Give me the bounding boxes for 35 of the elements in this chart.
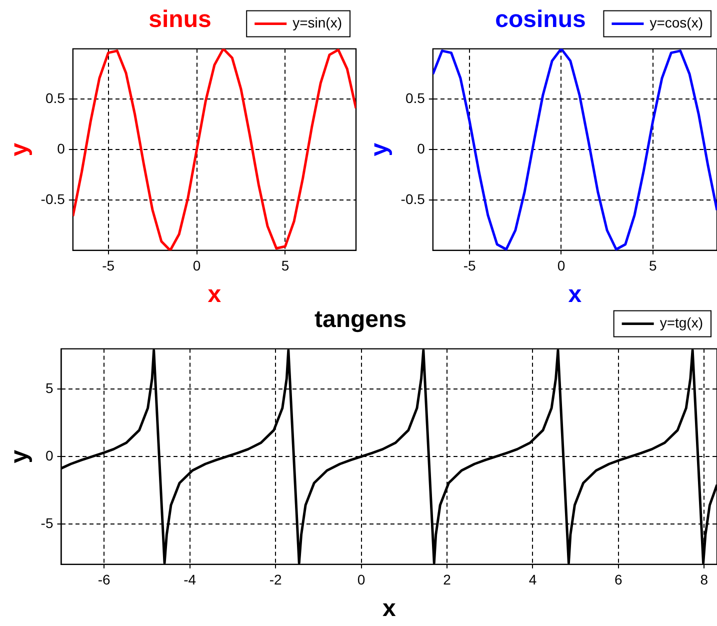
x-tick-label: -5 <box>102 258 115 274</box>
legend-label: y=cos(x) <box>650 14 704 31</box>
y-tick-label: 0.5 <box>45 90 66 106</box>
x-tick-label: 0 <box>357 572 366 588</box>
y-tick-label: 5 <box>45 380 54 396</box>
x-axis-title: x <box>382 595 396 622</box>
x-tick-label: -2 <box>269 572 282 588</box>
y-axis-title: y <box>6 142 34 156</box>
x-axis-title: x <box>568 281 582 308</box>
y-tick-label: -5 <box>40 514 54 531</box>
x-tick-label: -5 <box>463 258 476 274</box>
y-tick-label: 0.5 <box>405 90 426 106</box>
x-tick-label: 8 <box>700 572 708 588</box>
x-tick-label: 2 <box>443 572 452 588</box>
y-tick-label: 0 <box>417 140 426 156</box>
chart-title: tangens <box>314 306 407 334</box>
x-tick-label: 0 <box>557 258 566 274</box>
y-axis-title: y <box>6 449 34 464</box>
x-tick-label: 0 <box>192 258 201 274</box>
x-tick-label: 4 <box>528 572 537 588</box>
x-tick-label: 5 <box>281 258 290 274</box>
y-tick-label: 0 <box>57 140 66 156</box>
y-tick-label: -0.5 <box>40 190 66 207</box>
legend-label: y=sin(x) <box>292 14 342 31</box>
chart-title: cosinus <box>495 6 586 34</box>
legend-label: y=tg(x) <box>660 314 704 331</box>
x-axis-title: x <box>208 281 222 308</box>
y-tick-label: 0 <box>45 447 54 464</box>
x-tick-label: -6 <box>98 572 111 588</box>
y-axis-title: y <box>366 142 394 156</box>
x-tick-label: 6 <box>614 572 623 588</box>
x-tick-label: -4 <box>184 572 196 588</box>
y-tick-label: -0.5 <box>400 190 426 207</box>
chart-title: sinus <box>148 6 212 34</box>
x-tick-label: 5 <box>648 258 657 274</box>
